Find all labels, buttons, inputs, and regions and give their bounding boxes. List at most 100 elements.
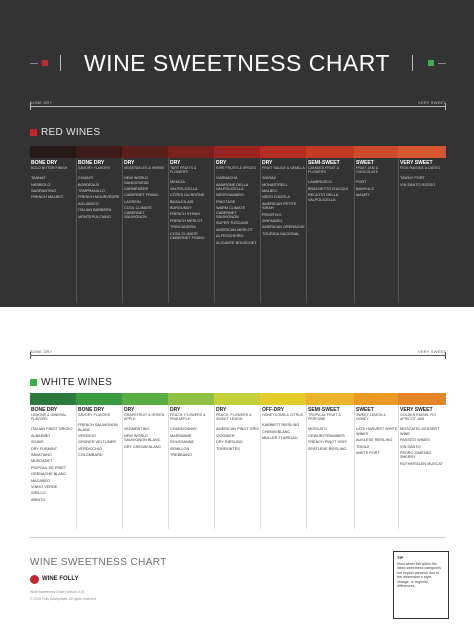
sweetness-column: SEMI-SWEET TROPICAL FRUIT & PERFUME MOSCAT… [306,405,354,529]
wine-item: GEWÜRZTRAMINER [308,433,345,438]
column-description: HONEYCOMB & CITRUS [262,413,304,417]
column-name: VERY SWEET [400,407,433,413]
footer-version: Wine Sweetness Chart (version 3.0) [30,590,85,594]
wine-item: TOKAJI [356,444,370,449]
column-name: DRY [216,407,227,413]
tip-box: TIP Most wines fall within the listed sw… [393,551,449,619]
footer-copyright: © 2015 Folly Enterprises. All rights res… [30,597,97,601]
red-color-bar [30,146,446,158]
wine-item: TOURIGA NACIONAL [262,231,300,236]
wine-item: LATE HARVEST WHITE WINES [356,427,398,436]
green-square-icon [30,379,37,386]
wine-item: NERO D'AVOLA [262,195,290,200]
wine-item: GRÜNER VELTLINER [78,440,116,445]
axis-label-very-sweet: VERY SWEET [417,100,446,105]
wine-item: SOAVE [31,440,44,445]
wine-item: RUTHERGLEN MUSCAT [400,461,443,466]
wine-item: SUPER TUSCANS [216,221,249,226]
wine-item: FRENCH SAUVIGNON BLANC [78,423,118,432]
wine-item: MOSCATEL DESSERT WINE [400,427,440,436]
white-color-bar [30,393,446,405]
wine-item: NEBBIOLO [31,182,51,187]
wine-item: VALPOLICELLA [170,186,198,191]
column-name: BONE DRY [31,160,58,166]
wine-item: LAGREIN [124,199,141,204]
wine-item: AUSLESE RIESLING [356,438,393,443]
bar-segment [306,146,354,158]
column-name: DRY [124,160,135,166]
column-description: SAVORY FLAVORS [78,413,111,417]
wine-item: TREBBIANO [170,453,192,458]
wine-item: MONTEPULCIANO [78,214,112,219]
wine-item: AGLIANICO [78,201,99,206]
bar-segment [122,393,168,405]
wine-item: RECIOTO DELLA VALPOLICELLA [308,193,339,202]
header-rule-left [30,63,38,64]
wine-item: VINHO VERDE [31,485,58,490]
bar-segment [76,393,122,405]
wine-item: SAVATIANO [31,453,52,458]
column-description: VEGETABLES & HERBS [124,166,165,170]
wine-item: BURGUNDY [170,206,192,211]
wine-item: TORRONTÉS [216,446,240,451]
sweetness-column: SWEET SWEET LEMON & HONEY LATE HARVEST WHI… [354,405,398,529]
wine-item: BANYULS [356,186,374,191]
white-columns: BONE DRY LEMONS & MINERAL FLAVORS ITALIAN … [30,405,446,529]
wine-item: VERDICCHIO [78,446,102,451]
sweetness-column: SEMI-SWEET CANDIED FRUIT & FLOWERS LAMBRUS… [306,158,354,303]
sweetness-column: SWEET FRUIT JAM & CHOCOLATE PORT BANYULS MAU… [354,158,398,303]
wine-item: AMARONE DELLA VALPOLICELLA [216,182,249,192]
bar-segment [168,146,214,158]
wine-item: ALFROCHEIRO [216,234,244,239]
wine-item: BORDEAUX [78,182,100,187]
axis-line [30,106,446,107]
column-name: VERY SWEET [400,160,433,166]
column-name: DRY [262,160,273,166]
wine-item: ROUSSANNE [170,440,195,445]
wine-item: ALICANTE BOUSCHET [216,240,257,245]
wine-item: ZINFANDEL [262,219,283,224]
wine-item: AMERICAN PETITE SIRAH [262,201,297,211]
wine-item: FRENCH MALBEC [31,195,64,200]
wine-item: COLOMBARD [78,453,103,458]
wine-item: ARINTO [31,497,46,502]
chart-header: WINE SWEETNESS CHART [0,44,474,84]
sweetness-column: BONE DRY BOLD BITTER FINISH TANNAT NEBBIOLO… [30,158,76,303]
header-rule-right [438,63,446,64]
column-description: BOLD BITTER FINISH [31,166,68,170]
header-divider-left [60,55,61,71]
wine-item: BRACHETTO D'ACQUI [308,186,348,191]
column-description: PEACH, FLOWERS & PINEAPPLE [170,413,206,422]
column-name: SWEET [356,407,374,413]
column-description: RIPE FRUITS & SPICES [216,166,256,170]
wine-item: AMERICAN GRENACHE [262,225,305,230]
sweetness-column: DRY PEACH, FLOWERS & PINEAPPLE CHARDONNAY M… [168,405,214,529]
column-description: CANDIED FRUIT & FLOWERS [308,166,340,175]
wine-item: VIN SANTO ROSSO [400,182,436,187]
axis-tick-end [445,103,446,110]
bar-segment [354,393,398,405]
wine-item: SEMILLON [170,446,190,451]
sweetness-column: DRY TART FRUITS & FLOWERS MENCÍA VALPOLICEL… [168,158,214,303]
white-sweetness-axis: BONE DRY VERY SWEET [30,349,446,359]
footer-divider [30,537,446,538]
wine-item: FRENCH MOURVÈDRE [78,195,120,200]
wine-item: GRENACHE BLANC [31,472,67,477]
column-description: FIGS RAISINS & DATES [400,166,440,170]
sweetness-column: DRY PEACH, FLOWERS & SWEET LEMON AMERICAN … [214,405,260,529]
column-name: SEMI-SWEET [308,160,340,166]
wine-item: TEMPRANILLO [78,189,105,194]
white-section-title: WHITE WINES [41,377,113,388]
wine-item: TAWNY PORT [400,176,425,181]
page-title: WINE SWEETNESS CHART [83,50,391,76]
column-description: GOLDEN RAISIN, FIG APRICOT JAM [400,413,437,422]
axis-label-bone-dry: BONE DRY [30,100,53,105]
axis-tick-end [445,352,446,359]
column-description: SWEET LEMON & HONEY [356,413,386,422]
wine-item: ITALIAN BARBERA [78,208,112,213]
column-description: TROPICAL FRUIT & PERFUME [308,413,341,422]
wine-item: MAURY [356,193,370,198]
axis-label-very-sweet: VERY SWEET [417,349,446,354]
footer-title: WINE SWEETNESS CHART [30,557,167,568]
bar-segment [354,146,398,158]
